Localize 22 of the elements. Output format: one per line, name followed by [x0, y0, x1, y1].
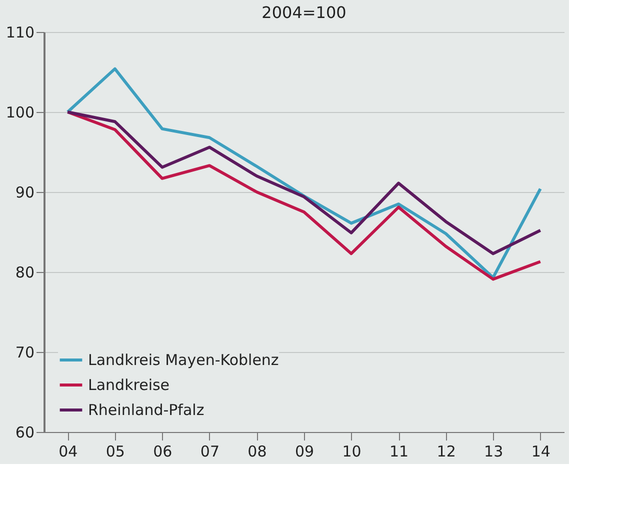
y-tick-label: 80 — [15, 264, 34, 282]
x-tick-label: 08 — [248, 442, 267, 460]
x-tick-label: 14 — [531, 442, 550, 460]
x-tick-label: 06 — [153, 442, 172, 460]
x-tick-label: 13 — [484, 442, 504, 460]
y-tick-label: 90 — [15, 184, 34, 202]
x-tick-label: 05 — [106, 442, 125, 460]
x-tick-label: 09 — [294, 442, 314, 460]
x-tick-label: 12 — [436, 442, 456, 460]
y-tick-label: 110 — [6, 24, 34, 42]
chart-title: 2004=100 — [262, 3, 346, 22]
y-tick-label: 70 — [15, 344, 34, 362]
legend-label: Landkreis Mayen-Koblenz — [88, 351, 279, 369]
x-tick-label: 10 — [342, 442, 362, 460]
y-tick-label: 60 — [15, 424, 34, 442]
legend-label: Rheinland-Pfalz — [88, 401, 204, 419]
x-tick-label: 07 — [200, 442, 220, 460]
x-tick-label: 04 — [58, 442, 78, 460]
line-series — [66, 67, 542, 280]
legend-label: Landkreise — [88, 376, 170, 394]
y-tick-label: 100 — [6, 104, 34, 122]
x-tick-label: 11 — [390, 442, 409, 460]
